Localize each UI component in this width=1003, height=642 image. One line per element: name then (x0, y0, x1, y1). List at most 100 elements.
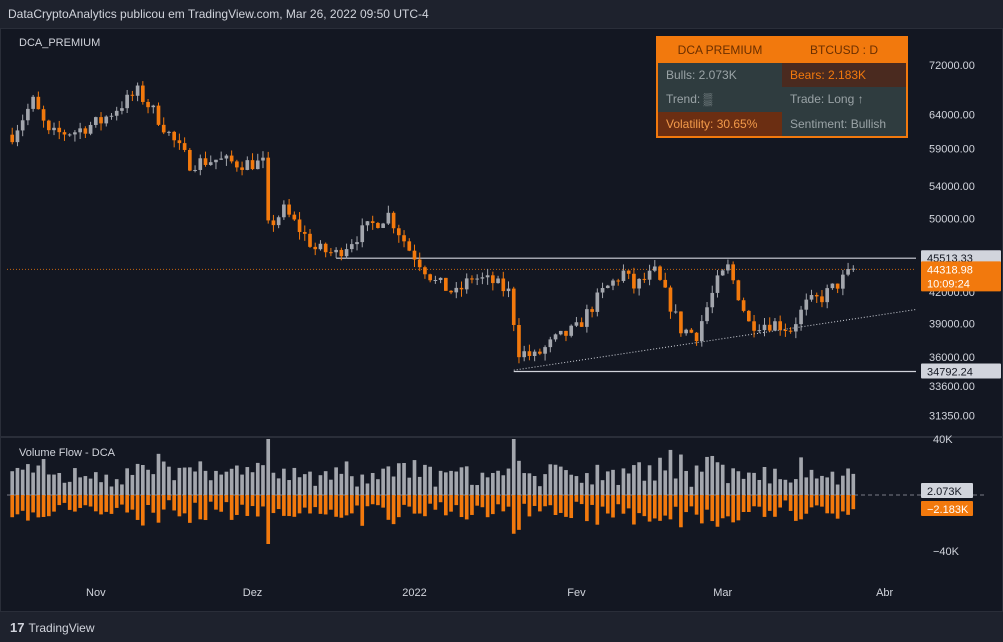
volume-value-box (921, 483, 973, 498)
volume-pane-title: Volume Flow - DCA (19, 447, 115, 459)
bull-volume-bar (673, 478, 678, 495)
bear-volume-bar (203, 495, 208, 521)
bull-volume-bar (814, 478, 819, 495)
y-tick-label: 64000.00 (929, 109, 975, 121)
y-tick-label: 33600.00 (929, 381, 975, 393)
bear-volume-bar (412, 495, 417, 514)
bear-volume-bar (553, 495, 558, 516)
candle-body (799, 309, 803, 325)
bear-volume-bar (120, 495, 124, 505)
publisher-line: DataCryptoAnalytics publicou em TradingV… (8, 7, 429, 21)
bull-volume-bar (73, 468, 77, 495)
candle-body (182, 143, 187, 150)
bull-volume-bar (788, 482, 793, 495)
bull-volume-bar (297, 477, 302, 495)
bear-volume-bar (673, 495, 678, 507)
bear-volume-bar (365, 495, 370, 507)
bear-volume-bar (57, 495, 62, 506)
bull-volume-bar (783, 479, 788, 495)
bull-volume-bar (93, 472, 98, 495)
candle-body (705, 307, 709, 322)
bull-volume-bar (376, 479, 380, 495)
candle-body (647, 270, 652, 280)
x-tick-label: Abr (876, 587, 893, 599)
price-label-box (921, 261, 1001, 292)
bear-volume-bar (313, 495, 318, 508)
bear-volume-bar (788, 495, 793, 511)
candle-body (673, 311, 678, 313)
bear-volume-bar (287, 495, 291, 517)
bear-volume-bar (245, 495, 250, 516)
candle-body (255, 160, 260, 170)
candle-body (318, 243, 323, 250)
countdown-label: 10:09:24 (927, 278, 970, 290)
bull-volume-bar (203, 470, 208, 495)
bear-volume-bar (470, 495, 474, 515)
bear-volume-bar (302, 495, 307, 508)
bull-volume-bar (360, 474, 365, 495)
bear-volume-bar (339, 495, 344, 518)
bear-volume-bar (355, 495, 359, 506)
bear-volume-bar (88, 495, 93, 507)
candle-body (402, 235, 406, 242)
bull-volume-bar (820, 475, 824, 495)
bear-volume-bar (240, 495, 244, 505)
bull-volume-bar (412, 460, 417, 495)
bull-volume-bar (99, 482, 103, 495)
bull-volume-bar (428, 466, 432, 495)
bull-volume-bar (140, 465, 145, 495)
bull-volume-bar (214, 470, 218, 495)
bull-volume-bar (381, 468, 385, 495)
bull-volume-bar (585, 473, 589, 495)
bear-volume-bar (726, 495, 730, 517)
bear-volume-bar (752, 495, 756, 507)
bull-volume-bar (835, 484, 840, 495)
bull-volume-bar (699, 471, 704, 495)
candle-body (172, 131, 177, 141)
bull-volume-bar (36, 465, 41, 495)
bear-volume-bar (595, 495, 600, 525)
bull-volume-bar (470, 484, 474, 495)
bear-volume-bar (443, 495, 448, 516)
candle-body (443, 277, 448, 291)
bear-volume-bar (156, 495, 161, 523)
bull-volume-bar (276, 478, 281, 495)
bear-volume-bar (349, 495, 354, 514)
bear-volume-bar (402, 495, 406, 505)
bull-volume-bar (658, 457, 662, 495)
candle-body (825, 288, 830, 303)
bull-volume-bar (120, 484, 124, 495)
candle-body (652, 266, 657, 271)
x-tick-label: 2022 (402, 587, 426, 599)
x-tick-label: Nov (86, 587, 106, 599)
bull-volume-bar (538, 486, 542, 495)
bear-volume-bar (757, 495, 762, 507)
bear-volume-bar (360, 495, 365, 526)
bear-volume-bar (626, 495, 631, 509)
chart-canvas[interactable]: 72000.00 64000.00 59000.00 54000.00 50000.00… (1, 29, 1002, 611)
bear-volume-bar (198, 495, 203, 520)
candle-body (642, 278, 647, 280)
bull-volume-bar (611, 469, 615, 495)
tradingview-logo[interactable]: 17 TradingView (10, 620, 95, 635)
candle-body (668, 287, 673, 312)
bear-volume-bar (511, 495, 516, 534)
candle-body (511, 288, 516, 325)
bear-volume-bar (308, 495, 312, 514)
candle-body (261, 157, 265, 161)
bull-volume-bar (511, 439, 516, 495)
bull-volume-bar (590, 484, 594, 495)
bull-volume-bar (741, 478, 746, 495)
candle-body (532, 351, 537, 356)
bull-volume-bar (746, 472, 751, 495)
bear-volume-bar (783, 495, 788, 501)
bull-volume-bar (26, 464, 30, 495)
candle-body (130, 94, 135, 96)
trade-cell: Trade: Long ↑ (782, 87, 906, 112)
candle-body (36, 96, 41, 110)
bear-volume-bar (292, 495, 297, 517)
candle-body (219, 158, 224, 160)
candle-body (752, 321, 756, 331)
candle-body (658, 266, 662, 280)
bull-volume-bar (757, 479, 762, 495)
